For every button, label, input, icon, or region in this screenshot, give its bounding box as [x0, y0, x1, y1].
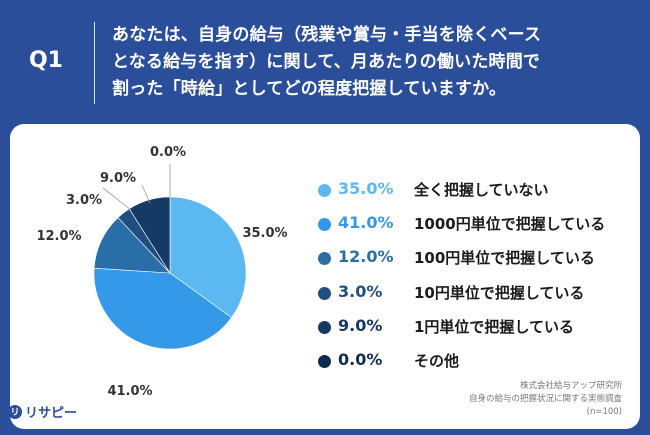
data-label-4: 9.0%	[100, 171, 136, 186]
leader-line-3	[102, 187, 132, 211]
leader-line-9	[141, 184, 151, 204]
legend-item-5: 0.0% その他	[316, 347, 636, 381]
legend-percent-1: 41.0%	[338, 213, 394, 233]
legend-dot-5	[318, 354, 331, 368]
legend-item-3: 3.0% 10円単位で把握している	[316, 279, 636, 313]
legend-label-5: その他	[414, 351, 460, 370]
question-line-3: 割った「時給」としてどの程度把握していますか。	[112, 79, 507, 99]
data-label-1: 41.0%	[107, 384, 152, 399]
legend-item-0: 35.0% 全く把握していない	[316, 176, 636, 210]
pie-chart: 35.0% 41.0% 12.0% 3.0% 9.0% 0.0%	[36, 145, 287, 399]
question-text: あなたは、自身の給与（残業や賞与・手当を除くベース となる給与を指す）に関して、…	[112, 22, 632, 103]
pie-slice-1	[93, 267, 232, 350]
brand-logo: リ リサピー	[8, 402, 77, 421]
legend-dot-4	[318, 320, 331, 334]
source-line-2: 自身の給与の把握状況に関する実態調査	[468, 394, 622, 404]
question-number: Q1	[28, 48, 63, 73]
legend-label-4: 1円単位で把握している	[414, 317, 574, 336]
data-label-3: 3.0%	[66, 193, 102, 208]
legend: 35.0% 全く把握していない 41.0% 1000円単位で把握している 12.0% 10…	[316, 176, 636, 381]
logo-icon: リ	[8, 404, 22, 419]
legend-dot-3	[318, 286, 331, 300]
pie-slice-0	[169, 196, 247, 319]
question-line-2: となる給与を指す）に関して、月あたりの働いた時間で	[112, 52, 541, 72]
legend-percent-2: 12.0%	[338, 247, 394, 267]
legend-label-1: 1000円単位で把握している	[414, 215, 606, 234]
source-note: 株式会社給与アップ研究所 自身の給与の把握状況に関する実態調査 (n=100)	[362, 380, 622, 419]
data-label-2: 12.0%	[36, 229, 81, 244]
legend-percent-5: 0.0%	[338, 349, 383, 369]
legend-percent-3: 3.0%	[338, 281, 383, 301]
legend-percent-4: 9.0%	[338, 315, 383, 335]
legend-item-4: 9.0% 1円単位で把握している	[316, 313, 636, 347]
chart-panel: 35.0% 41.0% 12.0% 3.0% 9.0% 0.0% 35.0% 全く把握してい…	[10, 124, 640, 429]
source-line-3: (n=100)	[586, 407, 622, 417]
legend-percent-0: 35.0%	[338, 179, 394, 198]
legend-dot-1	[318, 218, 331, 232]
legend-item-2: 12.0% 100円単位で把握している	[316, 244, 636, 278]
legend-label-2: 100円単位で把握している	[414, 249, 595, 268]
data-label-5: 0.0%	[150, 145, 186, 160]
data-label-0: 35.0%	[242, 226, 287, 241]
legend-dot-0	[318, 184, 331, 197]
question-line-1: あなたは、自身の給与（残業や賞与・手当を除くベース	[112, 25, 542, 45]
legend-dot-2	[318, 252, 331, 266]
source-line-1: 株式会社給与アップ研究所	[519, 381, 622, 391]
legend-label-3: 10円単位で把握している	[414, 283, 585, 302]
legend-item-1: 41.0% 1000円単位で把握している	[316, 210, 636, 244]
logo-text: リサピー	[25, 406, 78, 421]
legend-label-0: 全く把握していない	[414, 181, 549, 199]
header: Q1 あなたは、自身の給与（残業や賞与・手当を除くベース となる給与を指す）に関…	[0, 0, 650, 122]
header-divider	[94, 22, 95, 104]
